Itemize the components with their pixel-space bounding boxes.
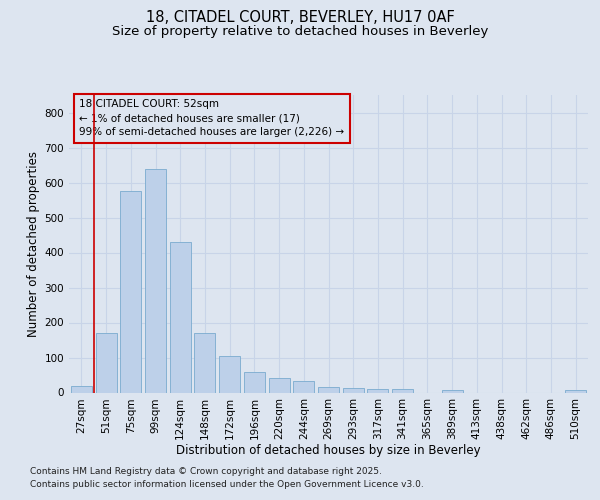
- Bar: [269, 378, 290, 392]
- Bar: [120, 192, 141, 392]
- Bar: [95, 333, 116, 392]
- Bar: [71, 386, 92, 392]
- Text: Contains public sector information licensed under the Open Government Licence v3: Contains public sector information licen…: [30, 480, 424, 489]
- Text: 18 CITADEL COURT: 52sqm
← 1% of detached houses are smaller (17)
99% of semi-det: 18 CITADEL COURT: 52sqm ← 1% of detached…: [79, 100, 344, 138]
- Bar: [565, 390, 586, 392]
- Y-axis label: Number of detached properties: Number of detached properties: [28, 151, 40, 337]
- Text: 18, CITADEL COURT, BEVERLEY, HU17 0AF: 18, CITADEL COURT, BEVERLEY, HU17 0AF: [146, 10, 454, 25]
- Bar: [392, 389, 413, 392]
- Bar: [145, 168, 166, 392]
- Bar: [244, 372, 265, 392]
- Bar: [170, 242, 191, 392]
- Text: Contains HM Land Registry data © Crown copyright and database right 2025.: Contains HM Land Registry data © Crown c…: [30, 467, 382, 476]
- Bar: [442, 390, 463, 392]
- X-axis label: Distribution of detached houses by size in Beverley: Distribution of detached houses by size …: [176, 444, 481, 456]
- Bar: [367, 389, 388, 392]
- Bar: [293, 382, 314, 392]
- Bar: [343, 388, 364, 392]
- Bar: [194, 333, 215, 392]
- Bar: [219, 356, 240, 393]
- Text: Size of property relative to detached houses in Beverley: Size of property relative to detached ho…: [112, 25, 488, 38]
- Bar: [318, 387, 339, 392]
